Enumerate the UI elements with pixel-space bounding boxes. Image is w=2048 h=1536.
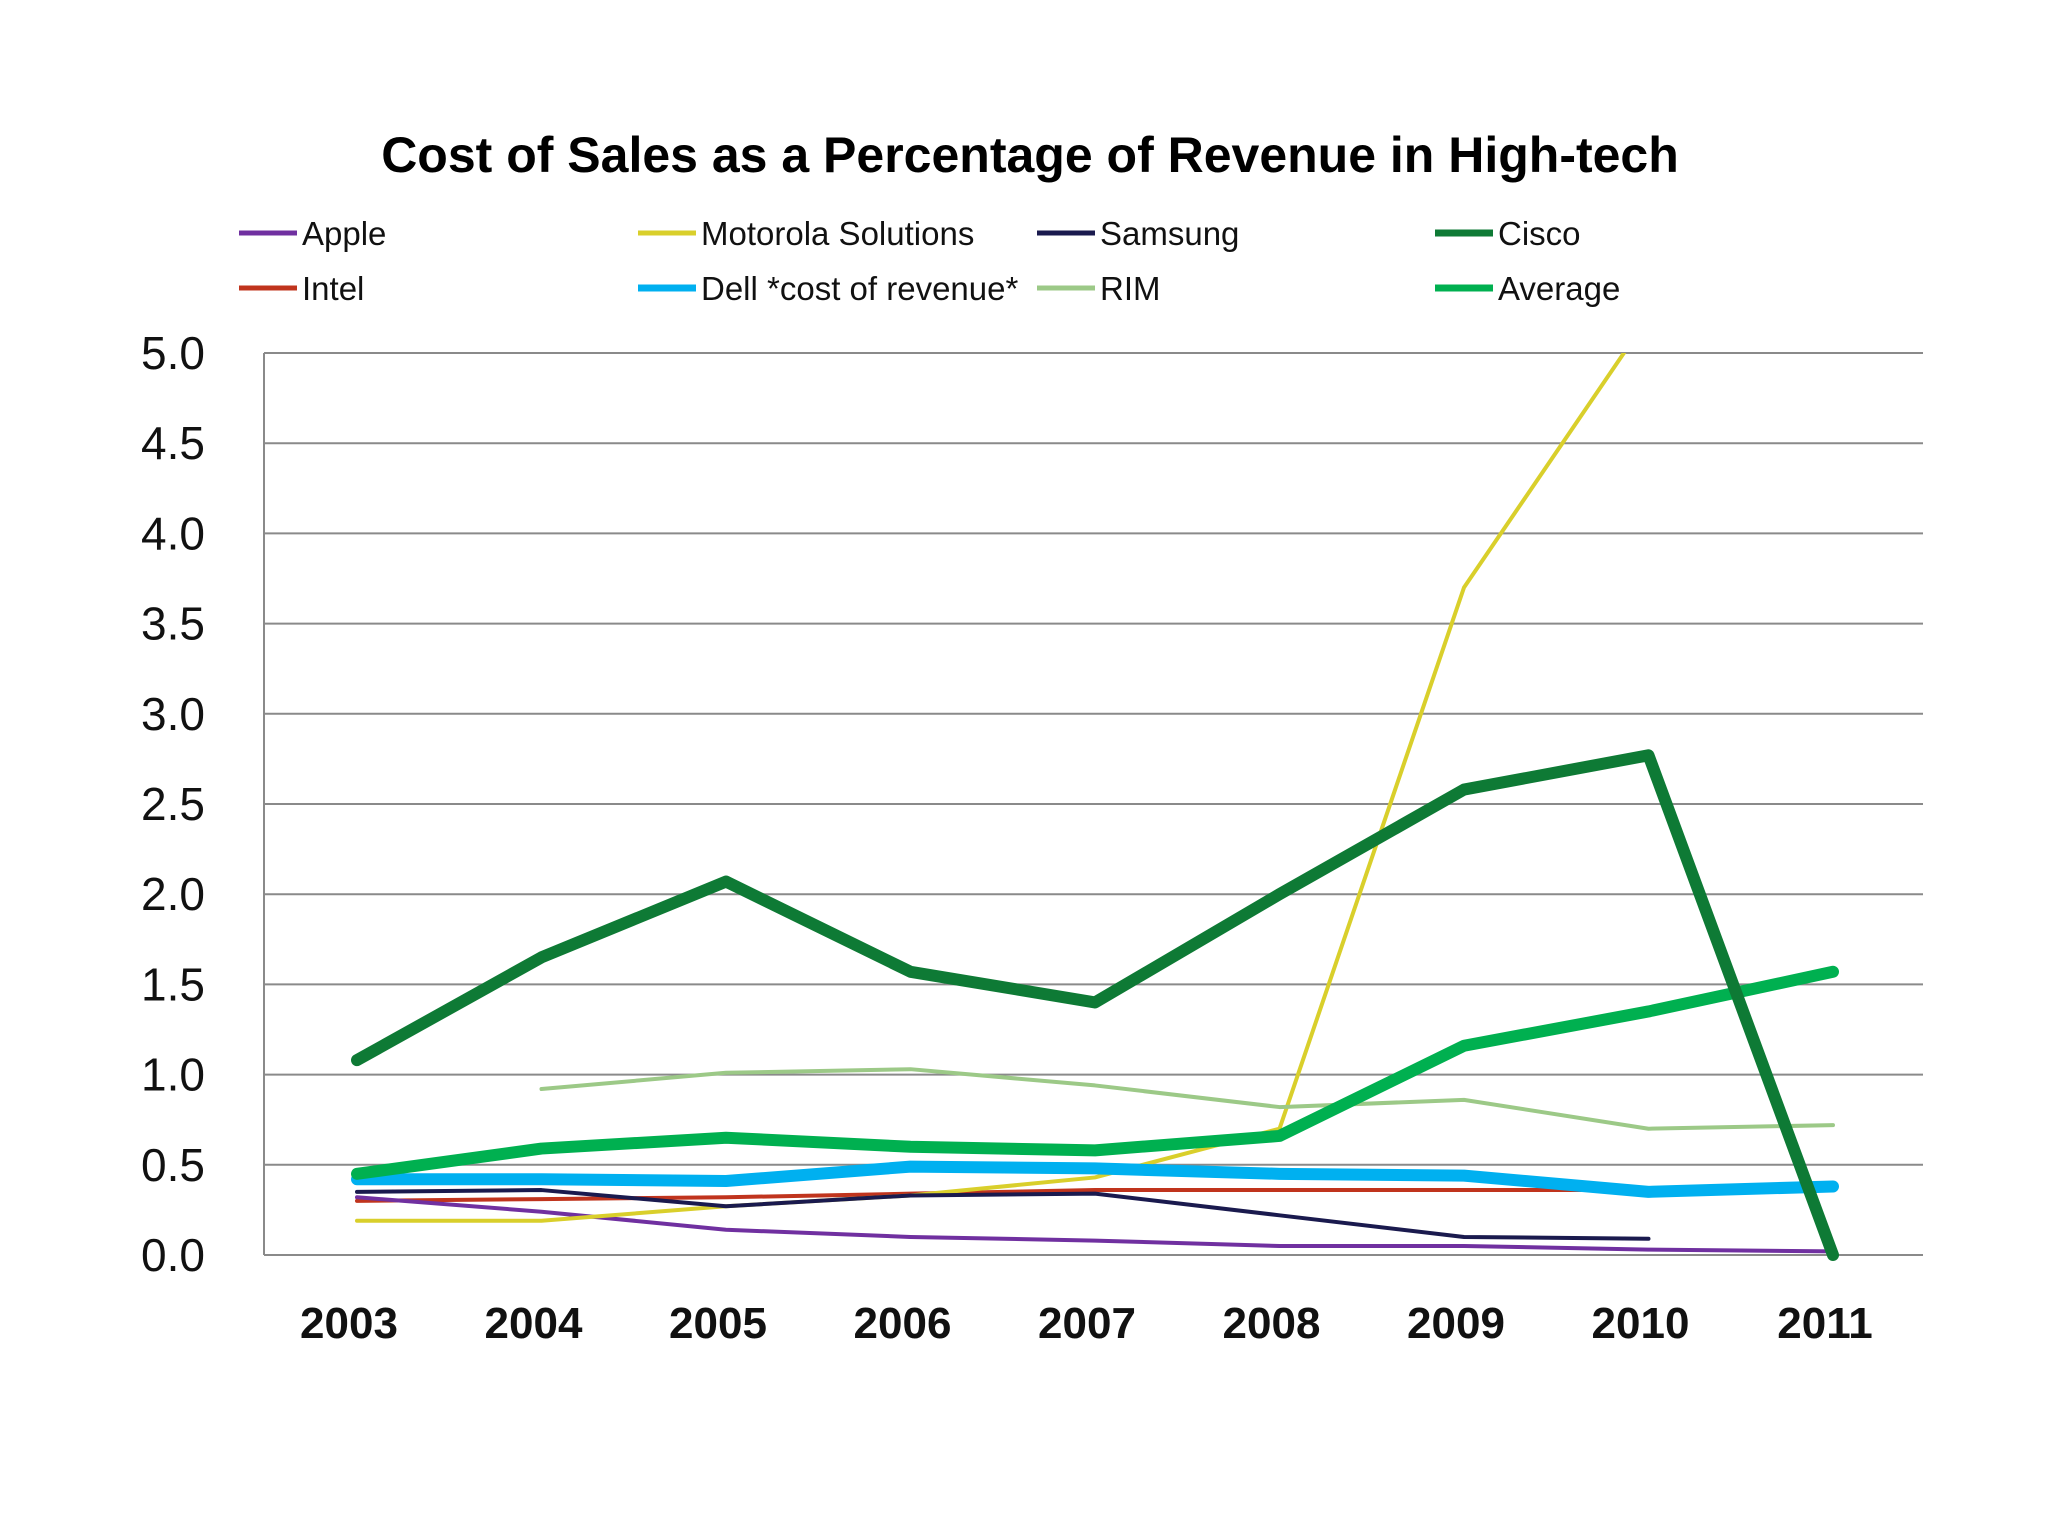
y-tick-label: 5.0 <box>141 327 205 379</box>
y-axis-ticks: 0.0 0.5 1.0 1.5 2.0 2.5 3.0 3.5 4.0 4.5 5.0 <box>141 327 205 1281</box>
x-tick-label: 2005 <box>669 1299 767 1348</box>
y-tick-label: 3.5 <box>141 598 205 650</box>
y-tick-label: 2.0 <box>141 868 205 920</box>
legend-label: Average <box>1498 270 1620 307</box>
legend-label: Dell *cost of revenue* <box>701 270 1018 307</box>
x-tick-label: 2008 <box>1223 1299 1321 1348</box>
x-axis-ticks: 2003 2004 2005 2006 2007 2008 2009 2010 2011 <box>300 1299 1873 1348</box>
y-tick-label: 4.0 <box>141 507 205 559</box>
y-tick-label: 4.5 <box>141 417 205 469</box>
y-tick-label: 2.5 <box>141 778 205 830</box>
legend-label: Motorola Solutions <box>701 215 974 252</box>
y-tick-label: 0.5 <box>141 1139 205 1191</box>
series-line-apple <box>355 1195 1835 1254</box>
series-line-motorola-solutions <box>355 353 1627 1223</box>
x-tick-label: 2003 <box>300 1299 398 1348</box>
legend: Apple Motorola Solutions Samsung Cisco Intel… <box>239 215 1620 307</box>
chart-title: Cost of Sales as a Percentage of Revenue… <box>381 127 1679 183</box>
legend-label: Intel <box>302 270 364 307</box>
gridlines <box>263 352 1923 1256</box>
legend-label: Samsung <box>1100 215 1239 252</box>
x-tick-label: 2009 <box>1407 1299 1505 1348</box>
legend-label: Cisco <box>1498 215 1581 252</box>
series-line-intel <box>355 1188 1651 1203</box>
legend-label: RIM <box>1100 270 1161 307</box>
x-tick-label: 2011 <box>1777 1299 1872 1348</box>
series-line-rim <box>539 1067 1835 1131</box>
x-tick-label: 2004 <box>485 1299 583 1348</box>
x-tick-label: 2007 <box>1038 1299 1136 1348</box>
y-tick-label: 3.0 <box>141 688 205 740</box>
x-tick-label: 2006 <box>854 1299 952 1348</box>
y-tick-label: 1.0 <box>141 1049 205 1101</box>
y-tick-label: 0.0 <box>141 1229 205 1281</box>
x-tick-label: 2010 <box>1592 1299 1690 1348</box>
series-lines <box>351 353 1839 1261</box>
series-line-samsung <box>355 1188 1651 1241</box>
y-tick-label: 1.5 <box>141 958 205 1010</box>
legend-label: Apple <box>302 215 386 252</box>
